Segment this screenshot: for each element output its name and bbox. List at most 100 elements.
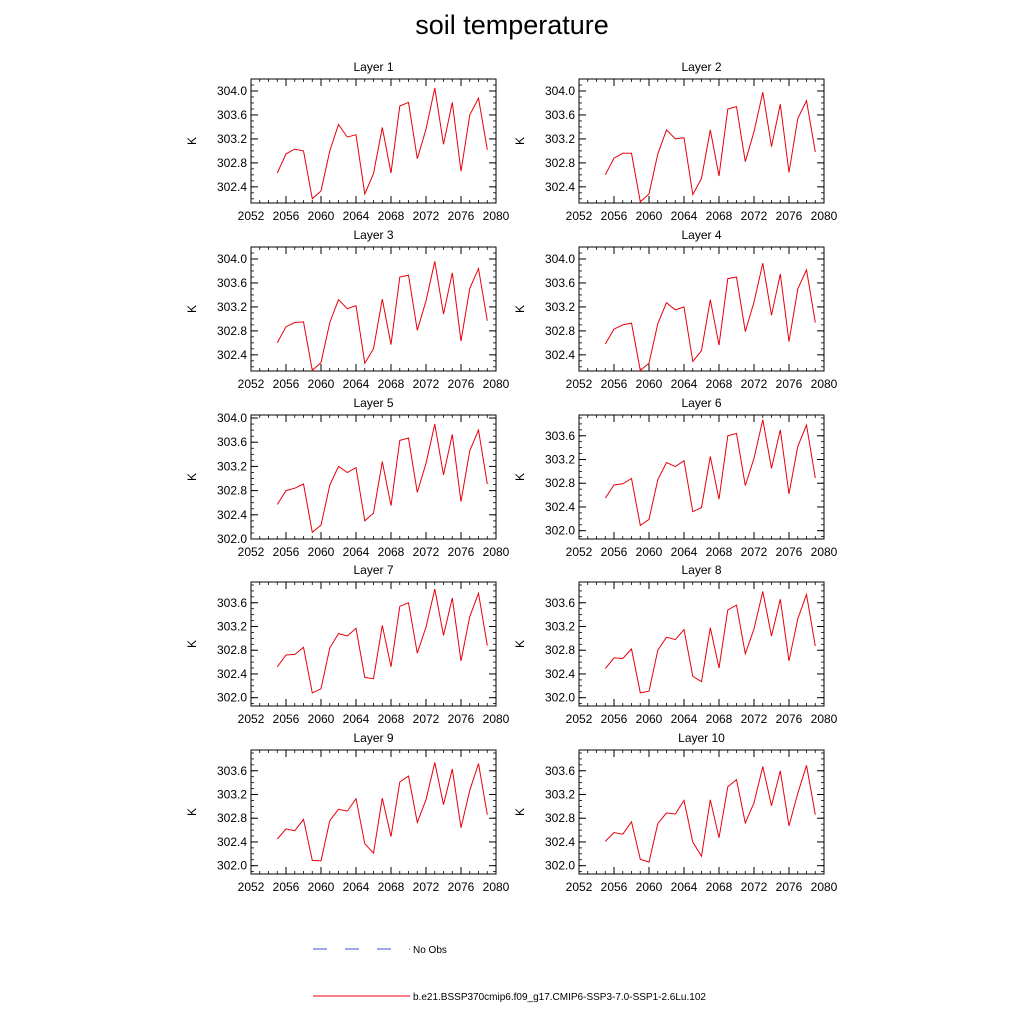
y-tick-label: 302.4 — [217, 667, 247, 681]
y-tick-label: 303.2 — [217, 619, 247, 633]
x-tick-label: 2080 — [483, 712, 510, 726]
x-tick-label: 2076 — [776, 209, 803, 223]
x-tick-label: 2052 — [238, 377, 265, 391]
x-tick-label: 2068 — [378, 377, 405, 391]
x-tick-label: 2076 — [776, 880, 803, 894]
y-tick-label: 302.8 — [545, 811, 575, 825]
y-tick-label: 303.2 — [545, 132, 575, 146]
chart-panel-9: 2052 2056 2060 2064 2068 2072 2076 2080 302.0 302… — [185, 731, 510, 894]
y-tick-label: 303.2 — [217, 300, 247, 314]
y-tick-label: 302.8 — [217, 156, 247, 170]
x-tick-label: 2060 — [308, 712, 335, 726]
panel-title: Layer 1 — [353, 60, 393, 74]
y-tick-label: 303.2 — [217, 787, 247, 801]
y-axis-label: K — [513, 808, 527, 816]
plot-frame — [250, 78, 497, 204]
x-tick-label: 2056 — [273, 712, 300, 726]
x-tick-label: 2060 — [308, 545, 335, 559]
series-line — [276, 762, 488, 862]
x-tick-label: 2060 — [636, 545, 663, 559]
panel-title: Layer 5 — [353, 396, 393, 410]
x-tick-label: 2056 — [273, 880, 300, 894]
y-tick-label: 302.8 — [217, 643, 247, 657]
x-tick-label: 2080 — [811, 545, 838, 559]
x-tick-label: 2072 — [413, 209, 440, 223]
x-tick-label: 2064 — [671, 712, 698, 726]
y-tick-label: 302.4 — [217, 180, 247, 194]
y-axis-label: K — [513, 137, 527, 145]
y-tick-label: 302.0 — [545, 691, 575, 705]
x-tick-label: 2064 — [343, 209, 370, 223]
y-tick-label: 302.0 — [545, 524, 575, 538]
x-tick-label: 2064 — [671, 209, 698, 223]
x-tick-label: 2068 — [378, 209, 405, 223]
y-axis-label: K — [185, 808, 199, 816]
y-tick-label: 302.4 — [545, 180, 575, 194]
y-tick-label: 303.6 — [545, 108, 575, 122]
y-tick-label: 303.2 — [545, 452, 575, 466]
panel-title: Layer 10 — [678, 731, 725, 745]
x-tick-label: 2076 — [776, 545, 803, 559]
x-tick-label: 2052 — [566, 545, 593, 559]
x-tick-label: 2080 — [483, 545, 510, 559]
x-tick-label: 2064 — [343, 712, 370, 726]
x-tick-label: 2056 — [601, 712, 628, 726]
y-tick-label: 303.2 — [217, 132, 247, 146]
x-tick-label: 2064 — [343, 880, 370, 894]
x-tick-label: 2068 — [378, 880, 405, 894]
x-tick-label: 2080 — [811, 712, 838, 726]
x-tick-label: 2068 — [706, 545, 733, 559]
y-tick-label: 302.4 — [545, 348, 575, 362]
x-tick-label: 2056 — [601, 377, 628, 391]
y-tick-label: 303.2 — [545, 787, 575, 801]
plot-frame — [250, 414, 497, 540]
x-tick-label: 2080 — [483, 209, 510, 223]
plot-frame — [578, 414, 825, 540]
y-axis-label: K — [185, 473, 199, 481]
plot-frame — [578, 246, 825, 372]
x-tick-label: 2080 — [811, 880, 838, 894]
x-tick-label: 2072 — [741, 545, 768, 559]
plot-frame — [250, 246, 497, 372]
panel-title: Layer 4 — [681, 228, 721, 242]
y-axis-label: K — [513, 305, 527, 313]
y-tick-label: 302.4 — [217, 348, 247, 362]
x-tick-label: 2076 — [776, 377, 803, 391]
x-tick-label: 2076 — [776, 712, 803, 726]
x-tick-label: 2064 — [671, 545, 698, 559]
chart-panel-2: 2052 2056 2060 2064 2068 2072 2076 2080 302.4 302… — [513, 60, 838, 223]
y-tick-label: 302.8 — [217, 811, 247, 825]
y-axis-label: K — [185, 137, 199, 145]
y-tick-label: 302.8 — [217, 484, 247, 498]
y-tick-label: 304.0 — [217, 252, 247, 266]
panel-title: Layer 2 — [681, 60, 721, 74]
y-axis-label: K — [185, 640, 199, 648]
x-tick-label: 2068 — [706, 209, 733, 223]
y-tick-label: 304.0 — [545, 84, 575, 98]
series-line — [604, 263, 816, 372]
x-tick-label: 2060 — [636, 209, 663, 223]
x-tick-label: 2064 — [671, 880, 698, 894]
series-line — [276, 588, 488, 694]
plot-frame — [578, 749, 825, 875]
x-tick-label: 2072 — [413, 880, 440, 894]
x-tick-label: 2076 — [448, 377, 475, 391]
y-tick-label: 302.8 — [545, 476, 575, 490]
series-line — [604, 765, 816, 863]
y-tick-label: 303.6 — [217, 596, 247, 610]
y-tick-label: 304.0 — [217, 84, 247, 98]
x-tick-label: 2056 — [601, 880, 628, 894]
x-tick-label: 2052 — [566, 880, 593, 894]
series-line — [604, 419, 816, 527]
y-tick-label: 303.6 — [545, 596, 575, 610]
x-tick-label: 2068 — [378, 712, 405, 726]
plot-frame — [578, 581, 825, 707]
x-tick-label: 2080 — [483, 377, 510, 391]
x-tick-label: 2072 — [413, 377, 440, 391]
x-tick-label: 2080 — [483, 880, 510, 894]
panel-title: Layer 3 — [353, 228, 393, 242]
x-tick-label: 2060 — [636, 880, 663, 894]
y-tick-label: 304.0 — [545, 252, 575, 266]
y-tick-label: 302.4 — [545, 500, 575, 514]
x-tick-label: 2052 — [238, 209, 265, 223]
